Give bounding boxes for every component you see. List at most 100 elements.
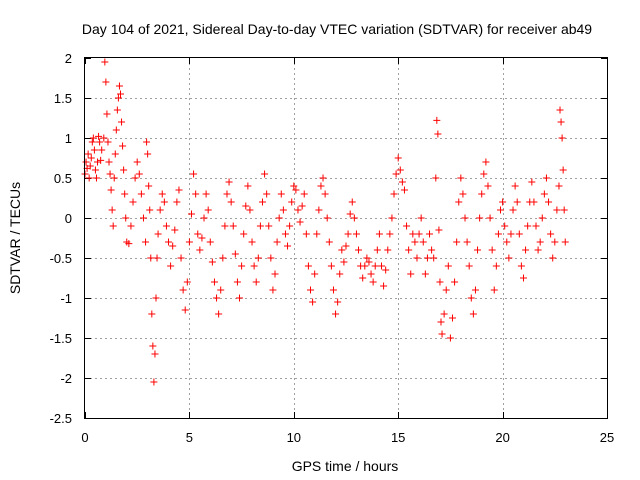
data-point — [116, 90, 124, 98]
y-tick-label: -2 — [60, 371, 72, 386]
data-point — [434, 130, 442, 138]
data-point — [435, 226, 443, 234]
data-point — [162, 222, 170, 230]
data-point — [501, 222, 509, 230]
data-point — [413, 254, 421, 262]
data-point — [461, 214, 469, 222]
data-point — [482, 158, 490, 166]
data-point — [258, 198, 266, 206]
x-tick-label: 20 — [495, 430, 509, 445]
x-axis-label: GPS time / hours — [292, 458, 399, 474]
data-point — [549, 254, 557, 262]
data-point — [179, 286, 187, 294]
data-point — [474, 246, 482, 254]
data-point — [442, 286, 450, 294]
data-point — [396, 166, 404, 174]
data-point — [151, 350, 159, 358]
data-point — [560, 206, 568, 214]
data-point — [325, 238, 333, 246]
data-point — [532, 222, 540, 230]
data-point — [244, 182, 252, 190]
data-point — [332, 310, 340, 318]
x-tick-label: 5 — [186, 430, 193, 445]
data-point — [329, 286, 337, 294]
data-point — [96, 138, 104, 146]
data-point — [256, 222, 264, 230]
data-point — [120, 166, 128, 174]
data-point — [478, 190, 486, 198]
data-point — [115, 82, 123, 90]
y-axis-label: SDTVAR / TECUs — [7, 182, 23, 294]
data-point — [311, 270, 319, 278]
data-point — [246, 206, 254, 214]
data-point — [415, 230, 423, 238]
data-point — [238, 262, 246, 270]
data-point — [309, 298, 317, 306]
data-point — [419, 238, 427, 246]
data-point — [319, 174, 327, 182]
data-point — [112, 126, 120, 134]
data-point — [160, 198, 168, 206]
data-point — [494, 230, 502, 238]
data-point — [248, 238, 256, 246]
data-point — [538, 214, 546, 222]
data-point — [254, 254, 262, 262]
data-point — [411, 238, 419, 246]
data-point — [284, 242, 292, 250]
data-point — [148, 310, 156, 318]
data-series-ab49 — [81, 58, 569, 386]
x-tick-label: 15 — [391, 430, 405, 445]
data-point — [143, 138, 151, 146]
data-point — [407, 270, 415, 278]
data-point — [547, 230, 555, 238]
data-point — [352, 230, 360, 238]
x-tick-label: 0 — [81, 430, 88, 445]
data-point — [261, 170, 269, 178]
data-point — [509, 206, 517, 214]
data-point — [127, 222, 135, 230]
plot-frame — [84, 57, 608, 419]
data-point — [288, 198, 296, 206]
data-point — [263, 190, 271, 198]
data-point — [225, 178, 233, 186]
data-point — [194, 230, 202, 238]
data-point — [426, 230, 434, 238]
data-point — [382, 266, 390, 274]
data-point — [363, 254, 371, 262]
data-point — [313, 230, 321, 238]
data-point — [428, 246, 436, 254]
data-point — [133, 158, 141, 166]
data-point — [87, 154, 95, 162]
data-point — [111, 150, 119, 158]
data-point — [105, 158, 113, 166]
data-point — [355, 246, 363, 254]
data-point — [298, 202, 306, 210]
data-point — [469, 310, 477, 318]
data-point — [334, 298, 342, 306]
grid-lines — [85, 58, 607, 418]
data-point — [423, 254, 431, 262]
data-point — [85, 174, 93, 182]
data-point — [553, 206, 561, 214]
data-point — [480, 170, 488, 178]
data-point — [321, 190, 329, 198]
data-point — [177, 254, 185, 262]
data-point — [476, 214, 484, 222]
data-point — [267, 254, 275, 262]
data-point — [229, 222, 237, 230]
data-point — [388, 214, 396, 222]
data-point — [279, 206, 287, 214]
y-tick-labels: -2.5 -2 -1.5 -1 -0.5 0 0.5 1 1.5 2 — [50, 51, 72, 426]
data-point — [97, 156, 105, 164]
data-point — [271, 270, 279, 278]
data-point — [327, 262, 335, 270]
data-point — [484, 182, 492, 190]
x-tick-labels: 0 5 10 15 20 25 — [81, 430, 614, 445]
data-point — [198, 234, 206, 242]
data-point — [400, 186, 408, 194]
data-point — [165, 238, 173, 246]
data-point — [154, 230, 162, 238]
data-point — [125, 240, 133, 248]
data-point — [486, 214, 494, 222]
data-point — [242, 202, 250, 210]
